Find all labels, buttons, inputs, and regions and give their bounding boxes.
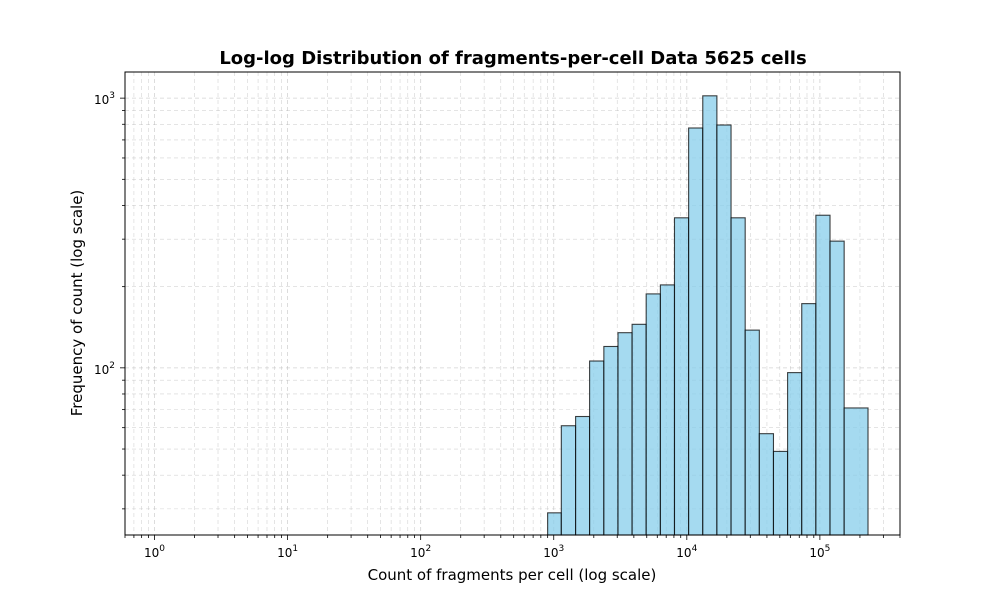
x-tick-label: 100 — [144, 544, 165, 560]
histogram-bar — [744, 329, 760, 536]
histogram-bar — [815, 214, 831, 536]
histogram-bar — [659, 284, 676, 536]
histogram-bar — [772, 450, 789, 536]
y-axis-label: Frequency of count (log scale) — [68, 190, 86, 417]
histogram-bar — [645, 293, 661, 536]
tick-label-base: 10 — [543, 546, 558, 560]
tick-label-exponent: 3 — [109, 91, 115, 101]
histogram-bar — [787, 372, 803, 536]
x-tick-label: 102 — [410, 544, 431, 560]
tick-label-base: 10 — [676, 546, 691, 560]
y-tick-label: 103 — [94, 91, 115, 107]
tick-label-base: 10 — [277, 546, 292, 560]
tick-label-exponent: 2 — [425, 544, 431, 554]
chart-title: Log-log Distribution of fragments-per-ce… — [219, 48, 806, 69]
tick-label-exponent: 4 — [692, 544, 698, 554]
y-tick-label: 102 — [94, 361, 115, 377]
histogram-bar — [631, 323, 647, 536]
histogram-bar — [575, 415, 591, 536]
histogram-bar — [603, 345, 619, 536]
tick-label-base: 10 — [809, 546, 824, 560]
histogram-bar — [617, 332, 633, 536]
tick-label-base: 10 — [410, 546, 425, 560]
tick-label-exponent: 3 — [559, 544, 565, 554]
tick-label-exponent: 1 — [292, 544, 298, 554]
histogram-bar — [560, 425, 577, 536]
x-tick-label: 101 — [277, 544, 298, 560]
histogram-bars — [547, 95, 869, 536]
x-tick-label: 103 — [543, 544, 564, 560]
x-axis-label: Count of fragments per cell (log scale) — [368, 566, 657, 584]
histogram-bar — [843, 407, 869, 536]
tick-label-base: 10 — [94, 93, 109, 107]
histogram-bar — [716, 124, 732, 536]
tick-label-exponent: 2 — [109, 361, 115, 371]
histogram-bar — [589, 360, 605, 536]
histogram-bar — [547, 512, 562, 536]
histogram-bar — [688, 127, 704, 536]
x-tick-label: 104 — [676, 544, 697, 560]
x-tick-label: 105 — [809, 544, 830, 560]
tick-label-exponent: 0 — [159, 544, 165, 554]
histogram-bar — [801, 303, 817, 536]
plot-frame — [124, 71, 901, 536]
tick-label-base: 10 — [94, 363, 109, 377]
histogram-bar — [758, 433, 775, 536]
tick-label-base: 10 — [144, 546, 159, 560]
histogram-bar — [829, 240, 845, 536]
histogram-bar — [673, 217, 690, 536]
histogram-bar — [702, 95, 718, 536]
tick-label-exponent: 5 — [825, 544, 831, 554]
histogram-bar — [730, 217, 746, 536]
